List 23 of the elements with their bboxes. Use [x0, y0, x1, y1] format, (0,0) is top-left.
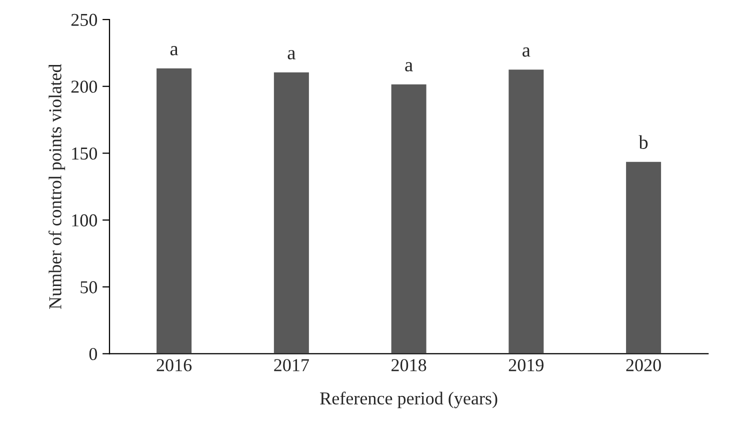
annotation: a — [522, 47, 530, 57]
x-tick-label: 2017 — [274, 359, 309, 372]
y-tick-label: 150 — [72, 147, 98, 160]
annotation: a — [170, 46, 178, 56]
y-tick-label: 0 — [89, 348, 98, 360]
x-tick-label: 2020 — [626, 359, 661, 372]
bar — [155, 66, 193, 354]
annotation: b — [638, 135, 648, 149]
y-tick-label: 50 — [80, 281, 98, 294]
bar — [507, 68, 546, 354]
annotation: a — [288, 50, 296, 60]
y-tick-label: 200 — [71, 80, 98, 93]
bar — [390, 83, 428, 354]
y-axis-title: Number of control points violated — [48, 64, 66, 309]
y-tick-label: 100 — [72, 214, 98, 226]
bar — [624, 160, 662, 354]
x-axis-title: Reference period (years) — [320, 392, 498, 408]
y-tick-label: 250 — [71, 14, 98, 26]
annotation: a — [405, 62, 413, 72]
x-tick-label: 2019 — [508, 359, 544, 372]
bar — [272, 70, 310, 354]
x-tick-label: 2018 — [392, 359, 426, 372]
x-tick-label: 2016 — [156, 359, 192, 372]
